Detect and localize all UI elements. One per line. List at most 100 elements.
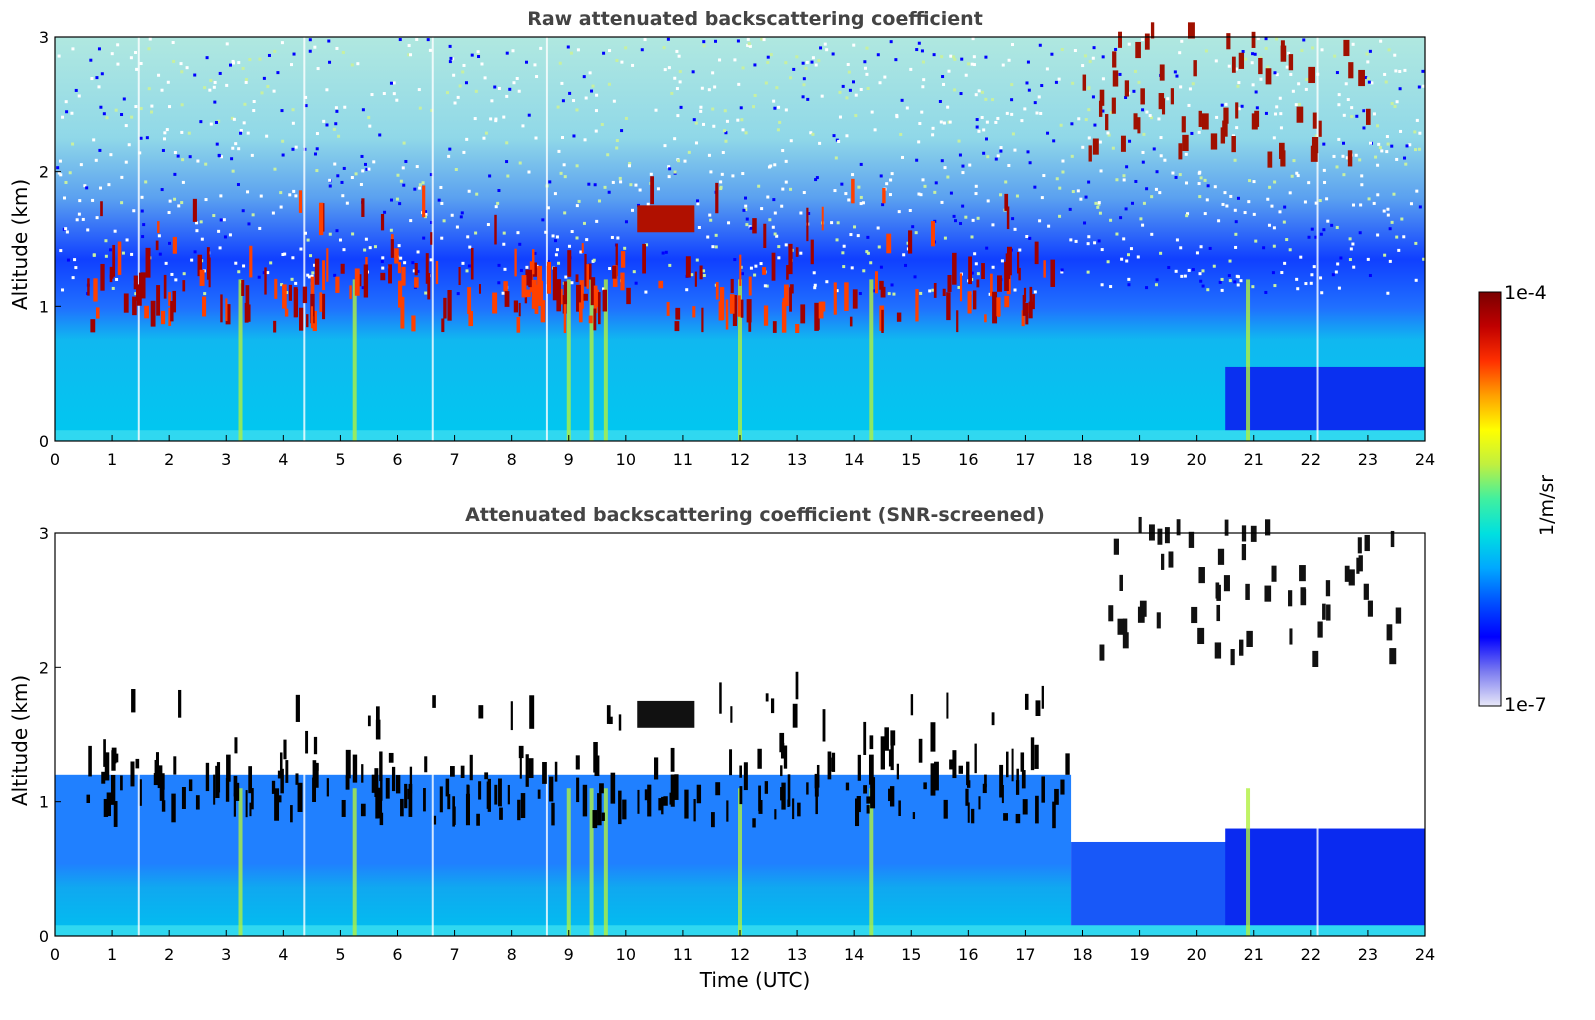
top-noise-speck bbox=[1310, 227, 1314, 231]
bottom-cloud-mark bbox=[757, 748, 762, 769]
top-noise-speck bbox=[666, 37, 670, 41]
bottom-x-tick-label: 2 bbox=[164, 945, 174, 964]
top-noise-speck bbox=[789, 139, 793, 143]
top-noise-speck bbox=[252, 109, 256, 113]
top-noise-speck bbox=[941, 75, 945, 79]
top-noise-speck bbox=[856, 234, 860, 238]
bottom-cloud-mark bbox=[494, 784, 498, 805]
top-noise-speck bbox=[1061, 159, 1065, 163]
top-noise-speck bbox=[1233, 208, 1237, 212]
top-noise-speck bbox=[1083, 54, 1087, 58]
top-noise-speck bbox=[486, 223, 490, 227]
top-noise-speck bbox=[1342, 113, 1346, 117]
top-noise-speck bbox=[232, 117, 236, 121]
top-cloud-mark bbox=[746, 299, 752, 323]
top-noise-speck bbox=[842, 244, 846, 248]
top-noise-speck bbox=[974, 93, 978, 97]
top-noise-speck bbox=[1068, 207, 1072, 211]
top-noise-speck bbox=[795, 55, 799, 59]
top-noise-speck bbox=[670, 91, 674, 95]
top-noise-speck bbox=[1154, 283, 1158, 287]
top-noise-speck bbox=[89, 58, 93, 62]
top-noise-speck bbox=[75, 218, 79, 222]
bottom-cloud-mark bbox=[984, 774, 987, 788]
top-noise-speck bbox=[99, 186, 103, 190]
top-noise-speck bbox=[702, 40, 706, 44]
bottom-cloud-mark bbox=[460, 765, 465, 779]
top-noise-speck bbox=[1187, 103, 1191, 107]
top-cloud-mark bbox=[658, 280, 664, 289]
top-noise-speck bbox=[454, 167, 458, 171]
top-noise-speck bbox=[1007, 164, 1011, 168]
top-noise-speck bbox=[426, 38, 430, 42]
top-noise-speck bbox=[462, 63, 466, 67]
top-noise-speck bbox=[712, 124, 716, 128]
top-noise-speck bbox=[66, 258, 70, 262]
top-noise-speck bbox=[1302, 38, 1306, 42]
top-noise-speck bbox=[991, 265, 995, 269]
bottom-cloud-mark bbox=[674, 774, 679, 800]
top-cloud-mark bbox=[100, 201, 103, 217]
top-noise-speck bbox=[1305, 77, 1309, 81]
top-noise-speck bbox=[1178, 51, 1182, 55]
top-noise-speck bbox=[932, 53, 936, 57]
top-noise-speck bbox=[1086, 270, 1090, 274]
top-high-cloud-mark bbox=[1251, 31, 1256, 48]
top-noise-speck bbox=[673, 76, 677, 80]
top-noise-speck bbox=[744, 207, 748, 211]
top-noise-speck bbox=[737, 82, 741, 86]
top-noise-speck bbox=[313, 45, 317, 49]
top-noise-speck bbox=[217, 154, 221, 158]
top-cloud-mark bbox=[956, 310, 959, 333]
top-noise-speck bbox=[1096, 205, 1100, 209]
top-noise-speck bbox=[1366, 60, 1370, 64]
top-cloud-mark bbox=[666, 301, 670, 316]
top-noise-speck bbox=[308, 38, 312, 42]
bottom-cloud-mark bbox=[345, 775, 350, 790]
top-noise-speck bbox=[714, 233, 718, 237]
top-noise-speck bbox=[1280, 271, 1284, 275]
top-high-cloud-mark bbox=[1112, 70, 1119, 87]
top-cloud-mark bbox=[414, 263, 418, 276]
bottom-cloud-mark bbox=[476, 813, 480, 826]
top-noise-speck bbox=[1393, 104, 1397, 108]
top-noise-speck bbox=[1378, 146, 1382, 150]
bottom-cloud-mark bbox=[822, 709, 826, 742]
top-noise-speck bbox=[853, 225, 857, 229]
bottom-y-tick-label: 3 bbox=[39, 524, 49, 543]
top-noise-speck bbox=[1233, 158, 1237, 162]
top-cloud-mark bbox=[699, 265, 703, 280]
top-noise-speck bbox=[847, 198, 851, 202]
top-cloud-mark bbox=[247, 304, 251, 322]
top-cloud-mark bbox=[612, 265, 617, 279]
top-noise-speck bbox=[748, 225, 752, 229]
top-noise-speck bbox=[132, 209, 136, 213]
top-noise-speck bbox=[1335, 165, 1339, 169]
top-noise-speck bbox=[845, 134, 849, 138]
top-noise-speck bbox=[1195, 251, 1199, 255]
bottom-cloud-mark bbox=[529, 695, 535, 729]
bottom-cloud-mark bbox=[326, 778, 329, 797]
top-noise-speck bbox=[367, 167, 371, 171]
top-cloud-mark bbox=[1034, 241, 1039, 265]
bottom-y-tick-label: 0 bbox=[39, 927, 49, 946]
top-noise-speck bbox=[958, 153, 962, 157]
bottom-cloud-mark bbox=[391, 766, 396, 792]
top-noise-speck bbox=[902, 253, 906, 257]
bottom-high-cloud-mark bbox=[1099, 644, 1105, 661]
top-noise-speck bbox=[417, 88, 421, 92]
top-noise-speck bbox=[766, 195, 770, 199]
bottom-high-cloud-mark bbox=[1271, 565, 1277, 582]
top-cloud-mark bbox=[886, 233, 892, 254]
top-noise-speck bbox=[1348, 237, 1352, 241]
top-noise-speck bbox=[1198, 272, 1202, 276]
top-noise-speck bbox=[1397, 248, 1401, 252]
top-noise-speck bbox=[934, 181, 938, 185]
bottom-cloud-mark bbox=[880, 736, 885, 770]
top-cloud-mark bbox=[197, 254, 203, 277]
top-noise-speck bbox=[493, 85, 497, 89]
top-noise-speck bbox=[271, 211, 275, 215]
top-noise-speck bbox=[1152, 147, 1156, 151]
top-cloud-mark bbox=[615, 243, 618, 277]
top-noise-speck bbox=[608, 267, 612, 271]
